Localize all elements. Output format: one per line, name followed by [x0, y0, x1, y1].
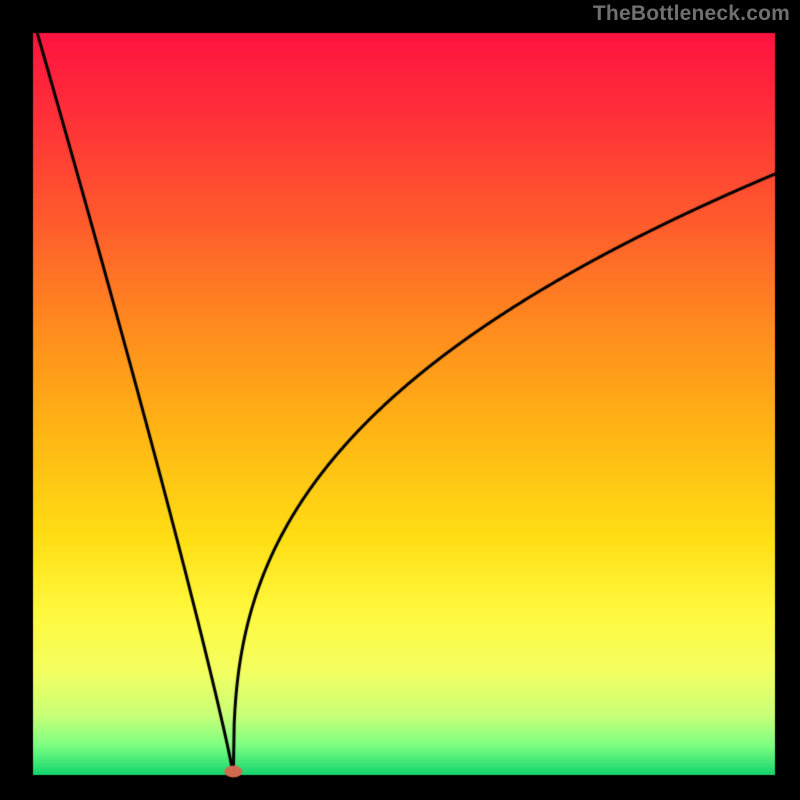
bottleneck-curve-chart [0, 0, 800, 800]
chart-stage: TheBottleneck.com [0, 0, 800, 800]
watermark-text: TheBottleneck.com [593, 2, 790, 26]
